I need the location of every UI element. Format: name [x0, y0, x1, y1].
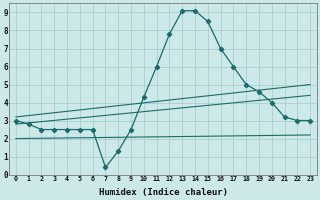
X-axis label: Humidex (Indice chaleur): Humidex (Indice chaleur)	[99, 188, 228, 197]
